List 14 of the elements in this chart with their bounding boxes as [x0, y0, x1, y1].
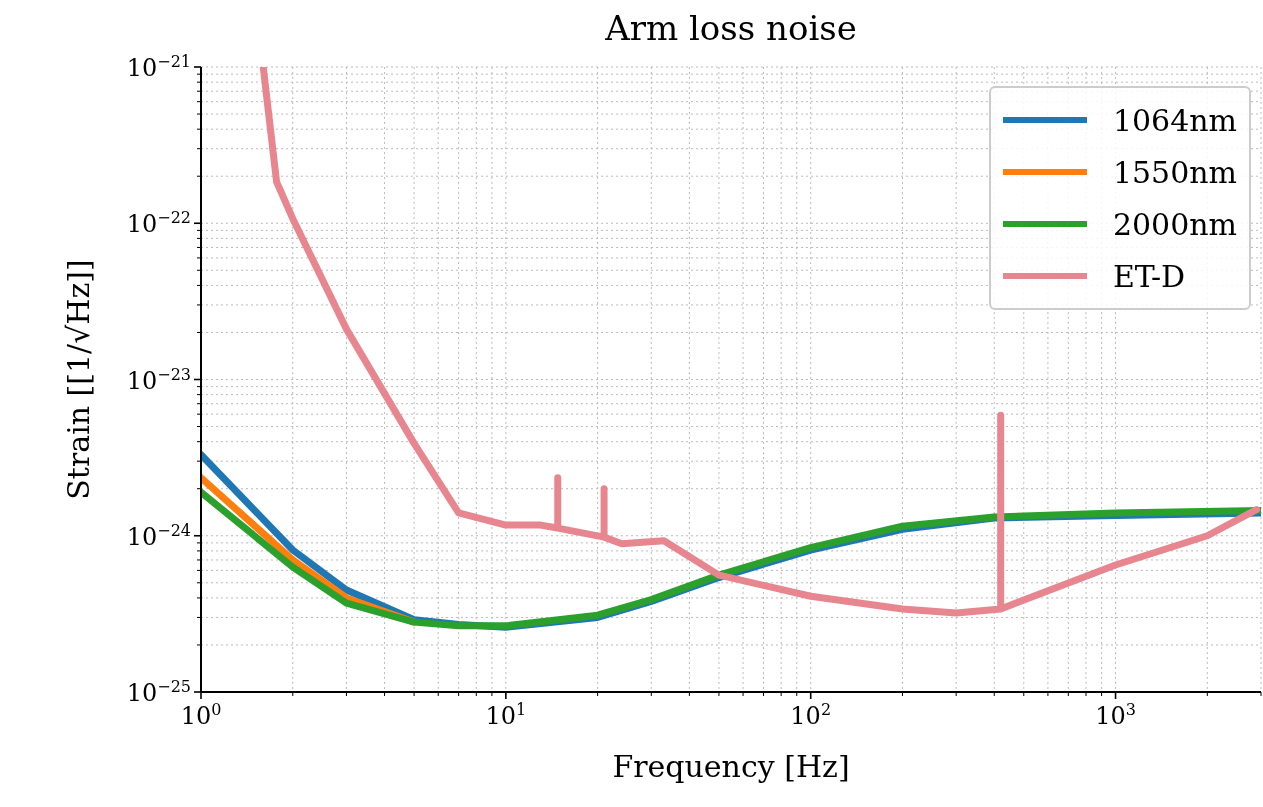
legend-label: ET-D: [1112, 258, 1186, 294]
chart-title: Arm loss noise: [604, 8, 858, 48]
x-axis-title: Frequency [Hz]: [612, 749, 850, 784]
x-tick-label: 10$^{3}$: [1095, 699, 1136, 730]
legend-label: 1064nm: [1112, 102, 1237, 138]
y-tick-label: 10$^{−24}$: [126, 520, 191, 551]
x-tick-label: 10$^{1}$: [485, 699, 527, 730]
y-tick-label: 10$^{−22}$: [126, 207, 191, 239]
y-tick-label: 10$^{−21}$: [126, 51, 191, 82]
y-axis-title: Strain [[1/√Hz]]: [60, 259, 96, 500]
legend-label: 1550nm: [1112, 154, 1237, 190]
legend-label: 2000nm: [1112, 206, 1237, 242]
x-tick-label: 10$^{2}$: [790, 699, 832, 730]
y-tick-label: 10$^{−23}$: [126, 364, 191, 395]
